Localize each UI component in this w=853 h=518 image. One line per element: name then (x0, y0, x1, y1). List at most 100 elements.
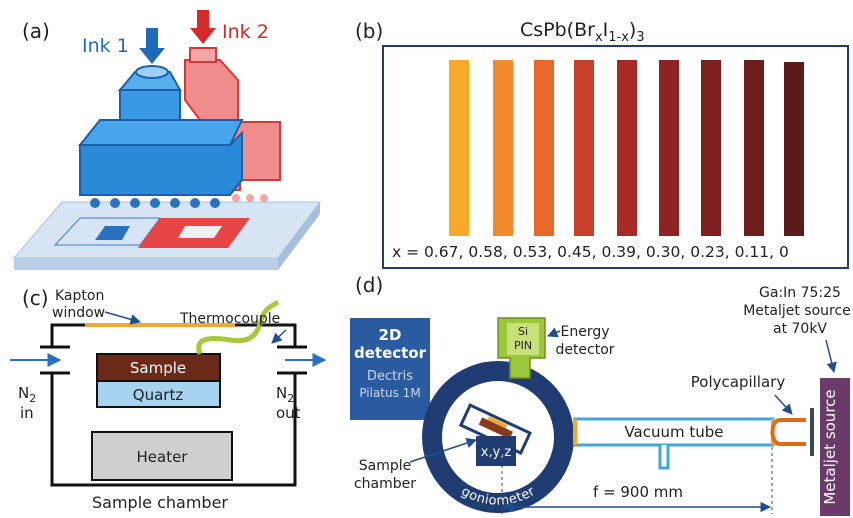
energy-detector-label: Energy (560, 324, 609, 340)
energy-detector-label: detector (555, 342, 614, 358)
panel-a: (a) Ink 1 Ink 2 (12, 10, 321, 270)
detector-model: Pilatus 1M (359, 386, 420, 400)
energy-detector-window (507, 323, 539, 355)
source-spec: at 70kV (773, 321, 827, 337)
quartz-layer (96, 380, 221, 408)
droplet (110, 198, 120, 208)
n2-out-part: N (276, 384, 287, 402)
n2-out-subscript: 2 (287, 392, 294, 405)
pointer (547, 327, 561, 338)
pump-port (658, 445, 670, 470)
si-pin-label: Si (518, 325, 528, 338)
heater-label: Heater (137, 448, 189, 466)
printhead-1-top (77, 119, 244, 146)
print-outline (53, 217, 161, 246)
sample-label: Sample (130, 359, 186, 377)
film-strip (617, 60, 637, 236)
n2-out-label: N2 (276, 384, 294, 405)
panel-label: (b) (355, 19, 383, 43)
substrate-side (14, 258, 278, 270)
title-part: CsPb(Br (520, 19, 595, 41)
stage-label: x,y,z (481, 445, 512, 460)
droplet (170, 198, 180, 208)
film-strip (534, 60, 554, 236)
ink-2-label: Ink 2 (222, 21, 269, 43)
chamber-wall (50, 323, 297, 487)
pointer (104, 311, 142, 325)
detector-2d (350, 318, 430, 420)
cell-window (487, 416, 508, 429)
arrow-ink-1 (139, 28, 165, 64)
n2-out-label: out (276, 404, 301, 422)
vacuum-tube (573, 417, 775, 447)
panel-title: CsPb(BrxI1-x)3 (520, 19, 645, 45)
detector-label: detector (354, 344, 427, 362)
n2-in-part: N (18, 384, 29, 402)
detector-label: 2D (379, 326, 402, 344)
droplet (130, 198, 140, 208)
polycapillary (770, 418, 806, 446)
droplet (150, 198, 160, 208)
quartz-label: Quartz (133, 386, 184, 404)
film-strip (659, 60, 679, 236)
panel-caption: Sample chamber (92, 493, 228, 512)
source-spec: Metaljet source (743, 303, 851, 319)
droplet (246, 194, 254, 202)
nozzle-2 (189, 47, 217, 63)
printhead-1-body (119, 89, 181, 121)
source-spec: Ga:In 75:25 (759, 285, 841, 301)
n2-in-label: N2 (18, 384, 36, 405)
polycapillary-label: Polycapillary (691, 373, 786, 391)
kapton-label: Kapton (55, 288, 104, 304)
panel-b: (b) CsPb(BrxI1-x)3 x = 0.67, 0.58, 0.53,… (355, 19, 849, 269)
film-strip (784, 62, 804, 236)
focal-length-label: f = 900 mm (593, 483, 683, 501)
title-part: ) (629, 19, 636, 41)
substrate-side (278, 202, 320, 270)
panel-label: (c) (22, 286, 49, 310)
print-pattern (95, 226, 130, 240)
sample-chamber-label: Sample (359, 458, 412, 474)
film-strip (574, 60, 594, 236)
print-pattern (178, 226, 222, 238)
droplet (90, 198, 100, 208)
droplet (210, 198, 220, 208)
heater (91, 431, 233, 481)
film-strip (744, 60, 764, 236)
pointer (825, 339, 837, 374)
arrow-ink-2 (190, 10, 216, 44)
title-part: I (603, 19, 609, 41)
metaljet-label: Metaljet source (821, 389, 839, 504)
pointer (409, 438, 477, 463)
n2-in-subscript: 2 (29, 392, 36, 405)
droplet (260, 194, 268, 202)
title-subscript: 1-x (608, 30, 629, 45)
film-strip (701, 60, 721, 236)
title-subscript: 3 (636, 30, 644, 45)
sample-chamber-label: chamber (354, 476, 416, 492)
stage (476, 436, 516, 466)
detector-model: Dectris (367, 369, 413, 384)
thermocouple-wire (196, 299, 280, 355)
cell-sample (478, 417, 513, 439)
metaljet-source (820, 378, 850, 516)
panel-c: (c) Sample Quartz Heater Kapton window T… (10, 286, 327, 512)
pointer (271, 329, 287, 344)
n2-in-label: in (20, 404, 34, 422)
composition-list: x = 0.67, 0.58, 0.53, 0.45, 0.39, 0.30, … (392, 243, 789, 261)
panel-d: (d) 2D detector Dectris Pilatus 1M x,y,z… (350, 273, 851, 516)
panel-label: (a) (22, 19, 50, 43)
film-strip (449, 60, 469, 236)
droplet (232, 194, 240, 202)
thermocouple-label: Thermocouple (179, 311, 280, 327)
ink-1-label: Ink 1 (82, 35, 129, 57)
vacuum-tube-label: Vacuum tube (624, 423, 723, 441)
si-pin-label: PIN (514, 339, 532, 352)
panel-label: (d) (355, 273, 383, 297)
pointer (774, 394, 793, 415)
nozzle-1 (135, 65, 169, 79)
droplet (190, 198, 200, 208)
